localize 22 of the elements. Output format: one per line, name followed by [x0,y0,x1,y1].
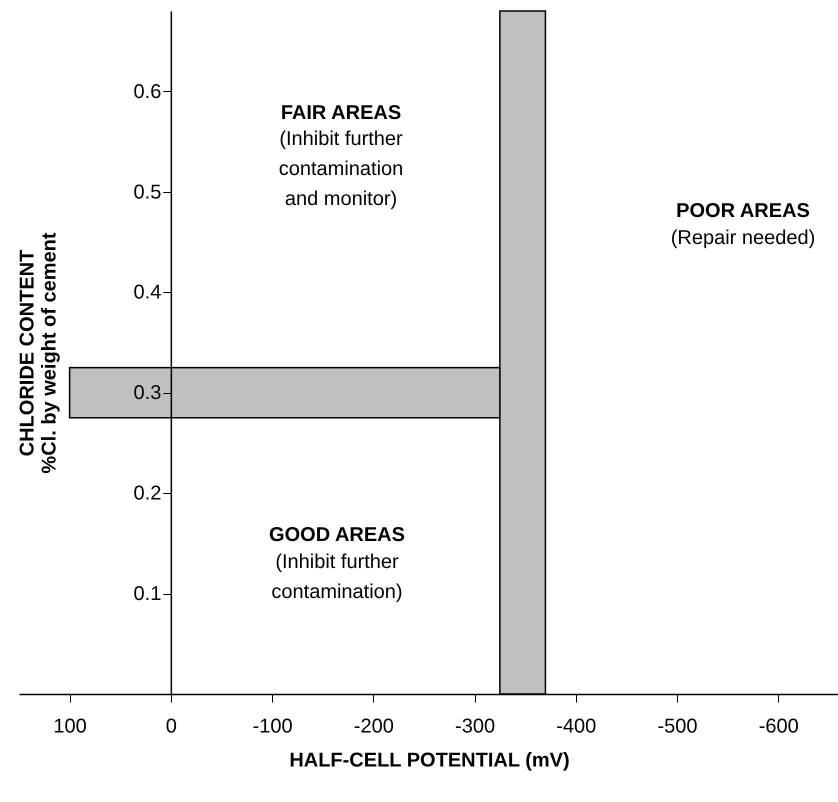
y-tick-label: 0.4 [134,282,162,304]
y-tick-label: 0.6 [134,80,162,103]
x-tick-label: -300 [455,716,496,738]
x-tick-label: -500 [658,716,698,738]
annotation: POOR AREAS [676,200,810,222]
annotation: FAIR AREAS [280,102,402,124]
y-axis-title: CHLORIDE CONTENT %Cl. by weight of cement [16,232,61,474]
x-tick-label: -600 [758,716,799,738]
x-tick-label: -200 [354,716,394,738]
annotation: (Inhibit further contamination and monitor) [278,128,404,210]
y-tick-label: 0.2 [134,482,162,505]
x-tick-label: -400 [556,716,596,738]
annotation: (Inhibit further contamination) [271,551,403,603]
annotation: (Repair needed) [670,227,816,249]
x-tick-label: -100 [252,716,293,738]
y-tick-label: 0.3 [134,382,162,404]
x-tick-label: 0 [166,716,177,738]
x-tick-label: 100 [53,716,87,738]
annotation: GOOD AREAS [269,524,405,546]
x-axis-title: HALF-CELL POTENTIAL (mV) [289,750,570,772]
y-tick-label: 0.1 [134,583,162,606]
y-tick-label: 0.5 [134,181,162,204]
